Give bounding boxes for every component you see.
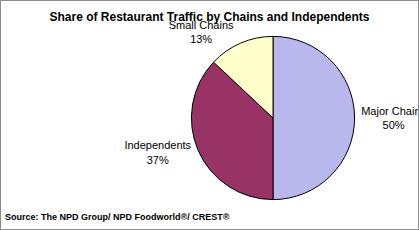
svg-text:Small Chains13%: Small Chains13%	[169, 19, 234, 45]
svg-text:Major Chains50%: Major Chains50%	[361, 105, 418, 131]
svg-text:Independents37%: Independents37%	[124, 139, 191, 165]
svg-text:Source: The NPD Group/ NPD Foo: Source: The NPD Group/ NPD Foodworld®/ C…	[5, 212, 230, 222]
svg-text:Share of Restaurant Traffic by: Share of Restaurant Traffic by Chains an…	[49, 10, 369, 24]
